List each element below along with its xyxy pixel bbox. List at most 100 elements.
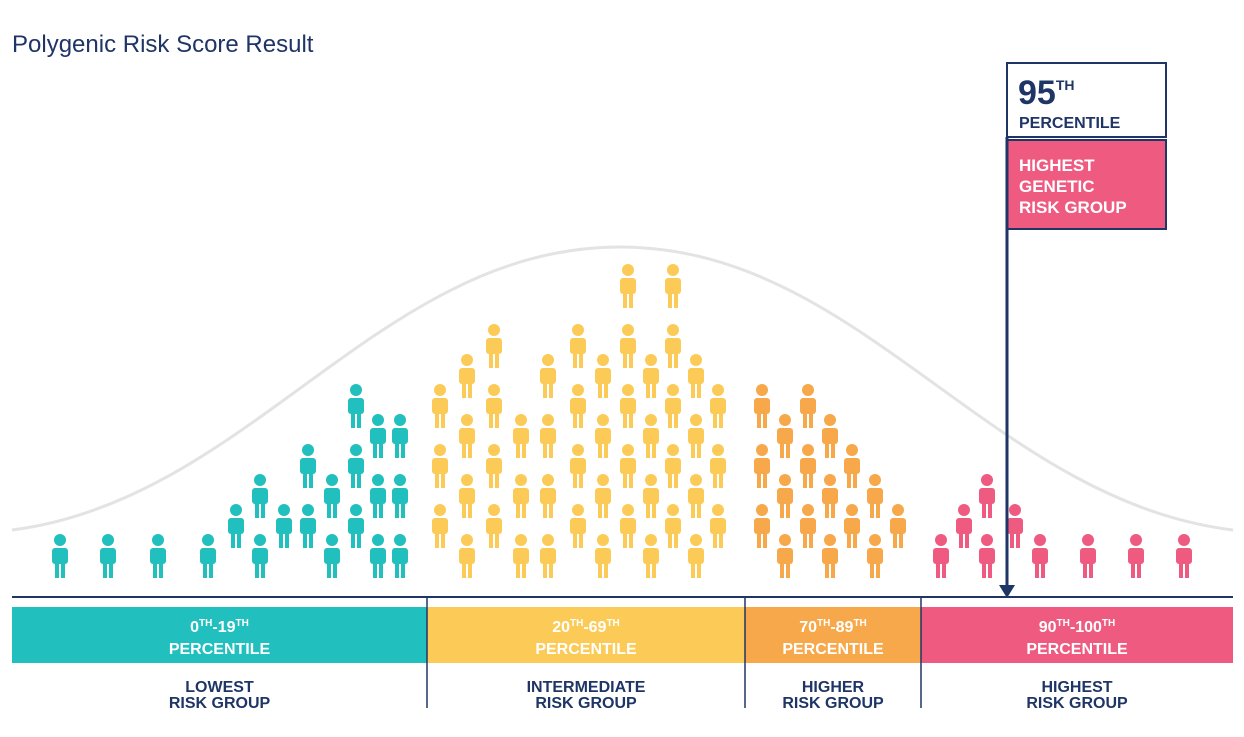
person-body: [754, 458, 770, 474]
person-leg: [379, 442, 383, 458]
person-leg: [203, 562, 207, 578]
person-head: [372, 534, 384, 546]
person-body: [228, 518, 244, 534]
person-leg: [629, 472, 633, 488]
person-leg: [1131, 562, 1135, 578]
person: [595, 414, 611, 458]
person-head: [326, 534, 338, 546]
person-leg: [598, 562, 602, 578]
marker-group-box: [1006, 139, 1167, 230]
person-head: [572, 384, 584, 396]
person-body: [432, 398, 448, 414]
person-head: [1130, 534, 1142, 546]
person-head: [779, 414, 791, 426]
person-leg: [1083, 562, 1087, 578]
person-head: [597, 354, 609, 366]
person: [890, 504, 906, 548]
person: [643, 534, 659, 578]
person-leg: [691, 382, 695, 398]
person: [324, 534, 340, 578]
person-body: [392, 548, 408, 564]
person-head: [302, 444, 314, 456]
person-body: [1080, 548, 1096, 564]
person-body: [486, 458, 502, 474]
person: [643, 414, 659, 458]
person-head: [1034, 534, 1046, 546]
person: [665, 444, 681, 488]
person: [1007, 504, 1023, 548]
person-leg: [303, 532, 307, 548]
person: [150, 534, 166, 578]
person-leg: [809, 532, 813, 548]
person-head: [597, 414, 609, 426]
person-body: [620, 278, 636, 294]
person: [620, 504, 636, 548]
person-leg: [237, 532, 241, 548]
person-head: [1009, 504, 1021, 516]
range-part: 90: [1039, 619, 1057, 636]
person-body: [643, 488, 659, 504]
person: [665, 324, 681, 368]
person: [777, 414, 793, 458]
person-head: [1178, 534, 1190, 546]
segment-group: RISK GROUP: [782, 695, 884, 712]
person-head: [690, 534, 702, 546]
person-body: [392, 428, 408, 444]
person-leg: [395, 502, 399, 518]
person-leg: [489, 472, 493, 488]
person-body: [300, 458, 316, 474]
person-body: [688, 428, 704, 444]
person-leg: [373, 562, 377, 578]
person-body: [665, 518, 681, 534]
person-leg: [697, 382, 701, 398]
person-head: [756, 444, 768, 456]
person: [620, 384, 636, 428]
segment-range: 0TH-19TH: [190, 618, 249, 636]
person-leg: [697, 502, 701, 518]
person-head: [802, 504, 814, 516]
person-head: [824, 474, 836, 486]
person-body: [540, 368, 556, 384]
range-part: 20: [552, 619, 570, 636]
person-leg: [831, 442, 835, 458]
range-part: 70: [799, 619, 817, 636]
person-head: [326, 474, 338, 486]
person-leg: [604, 442, 608, 458]
person-leg: [441, 532, 445, 548]
person: [933, 534, 949, 578]
person-leg: [825, 502, 829, 518]
person-leg: [351, 532, 355, 548]
person: [688, 354, 704, 398]
person-leg: [468, 382, 472, 398]
person: [252, 474, 268, 518]
person-leg: [899, 532, 903, 548]
person-head: [1082, 534, 1094, 546]
marker-number: 95: [1018, 74, 1056, 112]
segment-unit: PERCENTILE: [169, 641, 271, 658]
segment-bar: [921, 607, 1233, 663]
person-leg: [261, 562, 265, 578]
person-body: [643, 428, 659, 444]
person-head: [935, 534, 947, 546]
range-sup: TH: [853, 618, 866, 629]
marker-value: 95TH: [1018, 74, 1075, 112]
person-leg: [516, 502, 520, 518]
person-head: [350, 384, 362, 396]
person-leg: [691, 442, 695, 458]
person-leg: [870, 502, 874, 518]
person-leg: [516, 562, 520, 578]
person-head: [756, 384, 768, 396]
range-sup: TH: [1057, 618, 1070, 629]
person-leg: [468, 442, 472, 458]
person-body: [754, 398, 770, 414]
person-head: [372, 414, 384, 426]
person: [486, 324, 502, 368]
person-body: [513, 428, 529, 444]
person: [432, 504, 448, 548]
person-leg: [604, 562, 608, 578]
person-head: [802, 384, 814, 396]
person-leg: [876, 502, 880, 518]
person-head: [515, 474, 527, 486]
person: [570, 504, 586, 548]
person-leg: [965, 532, 969, 548]
